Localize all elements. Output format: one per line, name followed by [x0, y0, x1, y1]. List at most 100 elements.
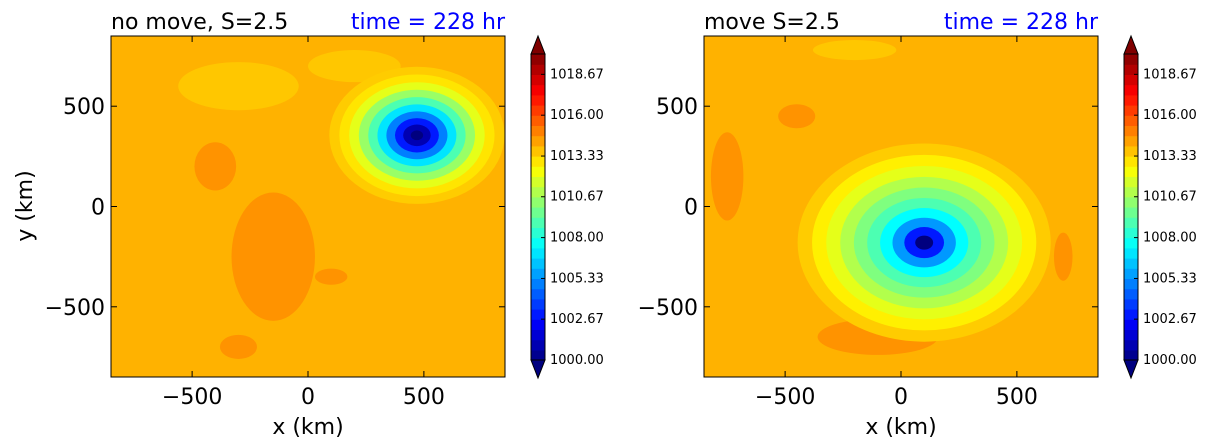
- colorbar-band: [1124, 74, 1138, 86]
- contour-patch: [710, 132, 744, 221]
- y-axis-label: y (km): [13, 170, 38, 241]
- x-axis-label: x (km): [865, 415, 936, 440]
- colorbar-band: [531, 105, 545, 116]
- colorbar-band: [531, 207, 545, 218]
- colorbar-tick-label: 1002.67: [1143, 312, 1197, 327]
- colorbar-band: [1124, 166, 1138, 177]
- colorbar-band: [531, 339, 545, 351]
- contour-ring: [410, 130, 424, 141]
- axis-ticks: −500 0 500 −500 0 500: [638, 36, 1098, 410]
- y-tick-label: −500: [638, 296, 698, 321]
- colorbar-band: [531, 166, 545, 177]
- colorbar-band: [531, 247, 545, 259]
- x-tick-label: −500: [162, 385, 222, 410]
- colorbar-band: [1124, 145, 1138, 157]
- contour-patch: [314, 268, 348, 285]
- colorbar-frame: [530, 53, 546, 361]
- colorbar-band: [1124, 176, 1138, 188]
- colorbar-band: [531, 298, 545, 310]
- colorbar-band: [531, 125, 545, 137]
- colorbar-band: [531, 237, 545, 249]
- colorbar-band: [531, 227, 545, 239]
- colorbar-band: [1124, 94, 1138, 106]
- colorbar-tick-label: 1008.00: [550, 231, 604, 246]
- colorbar-band: [1124, 319, 1138, 330]
- colorbar-band: [531, 94, 545, 106]
- colorbar-tick-label: 1000.00: [550, 353, 604, 368]
- colorbar-extend-max: [530, 34, 546, 55]
- colorbar-band: [1124, 125, 1138, 137]
- colorbar-band: [531, 54, 545, 65]
- colorbar-band: [1124, 84, 1138, 96]
- colorbar: 1000.00 1002.67 1005.33 1008.00 1010.67 1013.…: [530, 34, 604, 380]
- colorbar-extend-max: [1123, 34, 1139, 55]
- colorbar-band: [531, 84, 545, 96]
- colorbar-band: [531, 258, 545, 269]
- colorbar: 1000.00 1002.67 1005.33 1008.00 1010.67 1013.…: [1123, 34, 1197, 380]
- colorbar-band: [531, 64, 545, 75]
- colorbar-band: [531, 288, 545, 300]
- colorbar-band: [531, 268, 545, 279]
- colorbar-band: [1124, 258, 1138, 269]
- x-tick-label: 500: [996, 385, 1038, 410]
- colorbar-tick-label: 1008.00: [1143, 231, 1197, 246]
- contour-patch: [231, 192, 315, 321]
- panel-move: −500 0 500 −500 0 500 move S=2.5 time = 228 h…: [638, 10, 1197, 440]
- colorbar-band: [531, 145, 545, 157]
- colorbar-band: [1124, 268, 1138, 279]
- x-tick-label: 500: [403, 385, 445, 410]
- colorbar-tick-label: 1016.00: [1143, 108, 1197, 123]
- colorbar-band: [531, 135, 545, 147]
- contour-patch: [1053, 232, 1073, 281]
- colorbar-band: [1124, 288, 1138, 300]
- colorbar-band: [1124, 196, 1138, 208]
- x-axis-label: x (km): [272, 415, 343, 440]
- colorbar-band: [531, 156, 545, 167]
- colorbar-extend-min: [1123, 359, 1139, 380]
- colorbar-tick-label: 1005.33: [1143, 271, 1197, 286]
- pressure-field: [704, 36, 1098, 377]
- colorbar-band: [531, 74, 545, 86]
- y-tick-label: −500: [45, 296, 105, 321]
- colorbar-band: [531, 186, 545, 198]
- colorbar-extend-min: [530, 359, 546, 380]
- colorbar-tick-label: 1013.33: [550, 149, 604, 164]
- colorbar-band: [531, 217, 545, 228]
- colorbar-band: [531, 278, 545, 290]
- x-tick-label: −500: [755, 385, 815, 410]
- x-tick-label: 0: [894, 385, 908, 410]
- contour-patch: [194, 142, 237, 191]
- colorbar-band: [1124, 227, 1138, 239]
- colorbar-band: [531, 329, 545, 341]
- y-tick-label: 0: [91, 196, 105, 221]
- title-left: no move, S=2.5: [111, 10, 288, 35]
- colorbar-band: [1124, 135, 1138, 147]
- contour-patch: [812, 40, 897, 61]
- colorbar-band: [1124, 237, 1138, 249]
- colorbar-band: [1124, 156, 1138, 167]
- colorbar-tick-label: 1000.00: [1143, 353, 1197, 368]
- colorbar-band: [1124, 64, 1138, 75]
- colorbar-band: [1124, 54, 1138, 65]
- colorbar-frame: [1123, 53, 1139, 361]
- contour-patch: [778, 104, 816, 129]
- colorbar-tick-label: 1018.67: [1143, 67, 1197, 82]
- y-tick-label: 0: [684, 196, 698, 221]
- colorbar-band: [531, 309, 545, 320]
- colorbar-band: [1124, 278, 1138, 290]
- contour-ring: [915, 235, 934, 250]
- colorbar-tick-label: 1016.00: [550, 108, 604, 123]
- colorbar-tick-label: 1005.33: [550, 271, 604, 286]
- colorbar-band: [1124, 105, 1138, 116]
- colorbar-band: [531, 196, 545, 208]
- colorbar-band: [1124, 298, 1138, 310]
- colorbar-tick-label: 1013.33: [1143, 149, 1197, 164]
- title-right: time = 228 hr: [944, 10, 1099, 35]
- axis-ticks: −500 0 500 −500 0 500: [45, 36, 505, 410]
- x-tick-label: 0: [301, 385, 315, 410]
- colorbar-band: [1124, 247, 1138, 259]
- panel-no-move: −500 0 500 −500 0 500 no move, S=2.5 time = 2…: [13, 10, 604, 440]
- colorbar-band: [1124, 207, 1138, 218]
- colorbar-band: [1124, 217, 1138, 228]
- colorbar-band: [531, 176, 545, 188]
